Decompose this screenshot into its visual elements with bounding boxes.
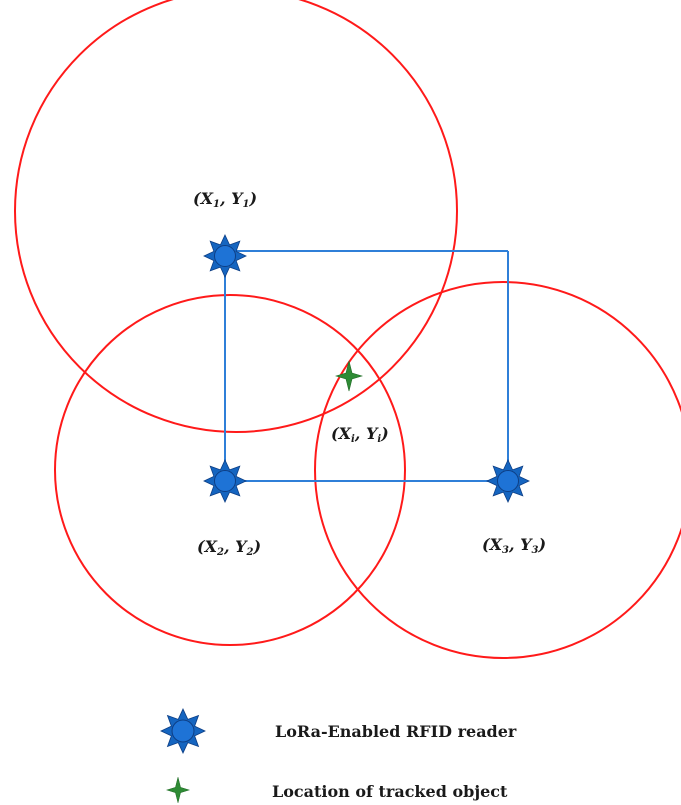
reader-1-x-subscript: 1 [213, 199, 220, 210]
legend-object-label: Location of tracked object [272, 782, 508, 801]
tracked-object-coordinate-label: (Xi, Yi) [331, 424, 389, 445]
reader-3-star-icon [487, 460, 529, 502]
reader-2-star-icon [204, 460, 246, 502]
legend-reader-label: LoRa-Enabled RFID reader [275, 722, 517, 741]
legend-tracked-object-star-icon [167, 777, 189, 803]
reader-1-coordinate-label: (X1, Y1) [193, 189, 257, 210]
reader-2-coordinate-label: (X2, Y2) [197, 537, 261, 558]
reader-2-y-subscript: 2 [246, 547, 254, 558]
reader-3-x-subscript: 3 [502, 545, 509, 556]
range-circles [15, 0, 681, 658]
reader-3-coordinate-label: (X3, Y3) [482, 535, 546, 556]
tracked-object-star-icon [336, 361, 362, 391]
reader-1-range-circle [15, 0, 457, 432]
reader-1-star-icon [204, 235, 246, 277]
legend-reader-star-icon [161, 709, 205, 753]
reader-2-x-subscript: 2 [216, 547, 224, 558]
reader-3-y-subscript: 3 [532, 545, 539, 556]
reader-1-y-subscript: 1 [243, 199, 250, 210]
legend: LoRa-Enabled RFID reader Location of tra… [161, 709, 517, 803]
